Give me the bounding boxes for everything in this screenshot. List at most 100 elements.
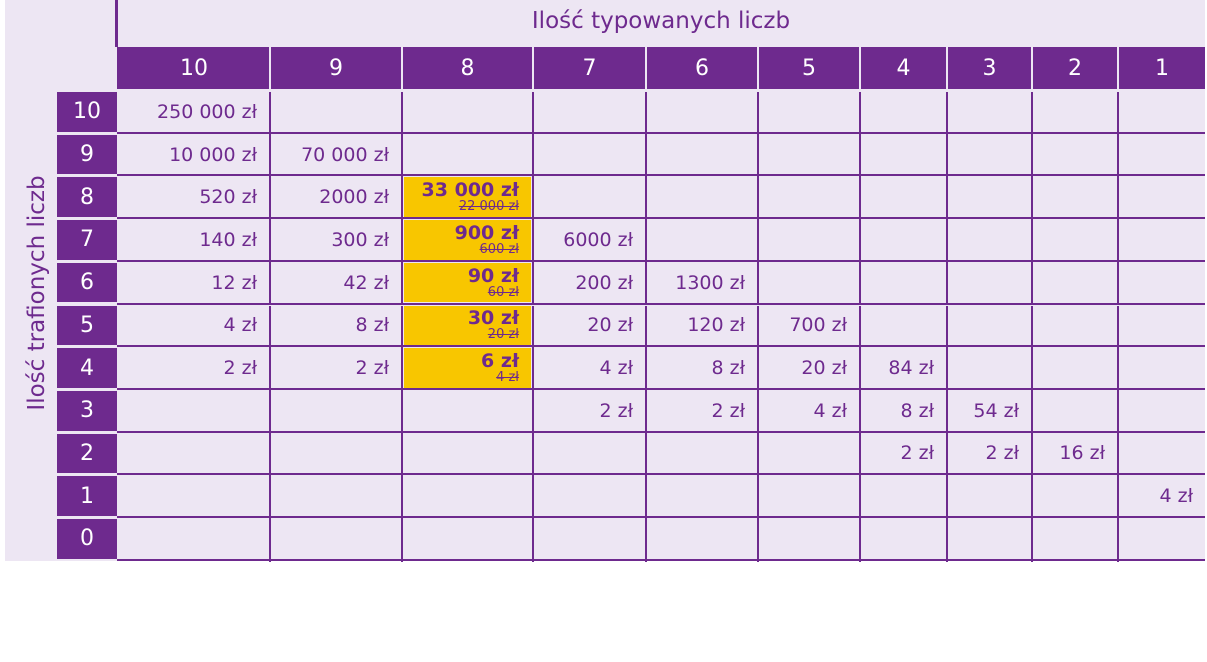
column-line	[859, 92, 861, 135]
column-line	[401, 476, 403, 519]
column-line	[1117, 262, 1119, 306]
column-header: 5	[759, 47, 859, 89]
prize: 20 zł	[801, 357, 847, 380]
column-line	[1117, 390, 1119, 434]
row-line	[117, 217, 1205, 220]
prize: 70 000 zł	[301, 143, 389, 166]
column-line	[269, 262, 271, 306]
row-header: 1	[57, 476, 117, 516]
column-line	[1031, 433, 1033, 477]
prize: 4 zł	[1159, 485, 1193, 508]
new-prize: 900 zł	[454, 221, 519, 244]
column-header: 4	[861, 47, 946, 89]
prize: 16 zł	[1059, 442, 1105, 465]
highlight-cell: 33 000 zł 22 000 zł	[404, 177, 531, 218]
column-line	[401, 433, 403, 477]
column-line	[1117, 220, 1119, 263]
prize: 8 zł	[900, 399, 934, 422]
column-line	[859, 134, 861, 178]
row-line	[117, 430, 1205, 433]
column-line	[532, 134, 534, 178]
column-line	[532, 305, 534, 349]
column-line	[1117, 348, 1119, 391]
row-line	[117, 558, 1205, 561]
column-line	[1031, 220, 1033, 263]
prize: 42 zł	[343, 271, 389, 294]
prize: 520 zł	[199, 186, 257, 209]
column-line	[269, 519, 271, 562]
header-gap	[117, 47, 119, 89]
column-line	[532, 390, 534, 434]
prize: 120 zł	[687, 314, 745, 337]
column-line	[269, 134, 271, 178]
prize: 200 zł	[575, 271, 633, 294]
column-line	[859, 177, 861, 221]
row-header: 2	[57, 433, 117, 474]
column-line	[532, 476, 534, 519]
highlight-cell: 6 zł 4 zł	[404, 348, 531, 388]
column-line	[1031, 92, 1033, 135]
column-line	[401, 390, 403, 434]
column-line	[532, 262, 534, 306]
column-line	[269, 92, 271, 135]
prize: 250 000 zł	[157, 100, 257, 123]
column-header: 10	[119, 47, 269, 89]
column-line	[859, 305, 861, 349]
prize: 2 zł	[355, 357, 389, 380]
column-line	[645, 177, 647, 221]
column-line	[1117, 92, 1119, 135]
prize: 2000 zł	[319, 186, 389, 209]
column-line	[1031, 177, 1033, 221]
row-header: 6	[57, 262, 117, 303]
column-line	[1031, 348, 1033, 391]
column-line	[269, 305, 271, 349]
divider	[115, 0, 118, 47]
column-line	[757, 348, 759, 391]
column-line	[1031, 305, 1033, 349]
row-line	[117, 131, 1205, 134]
prize: 700 zł	[789, 314, 847, 337]
column-line	[532, 177, 534, 221]
column-line	[1031, 262, 1033, 306]
row-title: Ilość trafionych liczb	[24, 175, 50, 411]
new-prize: 6 zł	[481, 350, 519, 373]
column-line	[1031, 476, 1033, 519]
row-header: 0	[57, 519, 117, 559]
highlight-cell: 30 zł 20 zł	[404, 305, 531, 346]
prize: 2 zł	[711, 399, 745, 422]
column-line	[401, 262, 403, 306]
column-line	[1117, 134, 1119, 178]
row-header: 10	[57, 92, 117, 132]
prize: 1300 zł	[675, 271, 745, 294]
background	[5, 0, 1205, 561]
new-prize: 33 000 zł	[421, 179, 519, 202]
column-line	[532, 433, 534, 477]
column-line	[1117, 433, 1119, 477]
column-line	[645, 476, 647, 519]
prize: 4 zł	[223, 314, 257, 337]
prize: 2 zł	[985, 442, 1019, 465]
column-line	[946, 433, 948, 477]
prize: 8 zł	[711, 357, 745, 380]
column-line	[1031, 519, 1033, 562]
row-header: 7	[57, 220, 117, 260]
old-prize: 60 zł	[487, 284, 519, 300]
column-header: 3	[948, 47, 1031, 89]
row-line	[117, 516, 1205, 518]
row-header: 3	[57, 390, 117, 431]
column-line	[946, 390, 948, 434]
row-header: 5	[57, 305, 117, 346]
prize: 300 zł	[331, 228, 389, 251]
old-prize: 22 000 zł	[458, 199, 519, 215]
column-line	[757, 92, 759, 135]
column-line	[401, 177, 403, 221]
column-header: 9	[271, 47, 401, 89]
column-line	[757, 390, 759, 434]
column-line	[269, 220, 271, 263]
column-header: 2	[1033, 47, 1117, 89]
column-line	[757, 519, 759, 562]
prize: 2 zł	[223, 357, 257, 380]
column-line	[401, 92, 403, 135]
column-line	[946, 262, 948, 306]
